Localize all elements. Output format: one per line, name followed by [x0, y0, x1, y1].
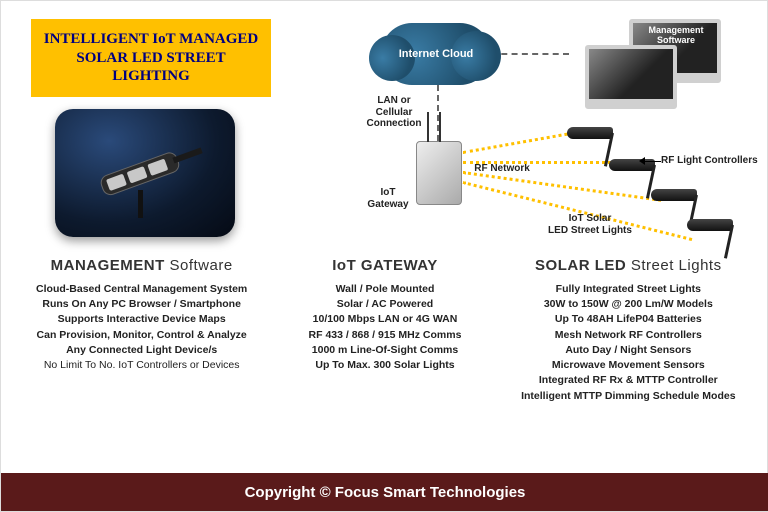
title-banner: INTELLIGENT IoT MANAGED SOLAR LED STREET…	[31, 19, 271, 97]
streetlight-icon	[567, 127, 625, 147]
streetlight-icon	[609, 159, 667, 179]
rf-line	[463, 131, 580, 154]
feature-list: Wall / Pole MountedSolar / AC Powered10/…	[272, 282, 497, 373]
column-heading: MANAGEMENT Software	[29, 257, 254, 274]
streetlight-icon	[651, 189, 709, 209]
iot-gateway-label: IoT Gateway	[361, 187, 415, 210]
footer: Copyright © Focus Smart Technologies	[1, 473, 768, 511]
feature-list: Fully Integrated Street Lights30W to 150…	[516, 282, 741, 404]
arrow-icon	[643, 161, 661, 162]
feature-columns: MANAGEMENT Software Cloud-Based Central M…	[1, 257, 768, 404]
cloud-label: Internet Cloud	[381, 23, 491, 85]
arrow-head-icon	[639, 157, 645, 165]
iot-gateway-icon	[416, 141, 462, 205]
streetlight-icon	[80, 128, 210, 218]
feature-list: Cloud-Based Central Management SystemRun…	[29, 282, 254, 373]
internet-cloud: Internet Cloud	[381, 23, 491, 85]
feature-column: SOLAR LED Street Lights Fully Integrated …	[516, 257, 741, 404]
lan-label: LAN or Cellular Connection	[359, 95, 429, 130]
column-heading: SOLAR LED Street Lights	[516, 257, 741, 274]
monitors-label: Management Software	[637, 25, 715, 45]
system-diagram: Internet Cloud Management Software LAN o…	[291, 11, 751, 251]
rf-line	[463, 161, 623, 164]
dash-cloud-monitor	[491, 53, 569, 55]
footer-text: Copyright © Focus Smart Technologies	[245, 484, 526, 501]
title-text: INTELLIGENT IoT MANAGED SOLAR LED STREET…	[37, 30, 265, 86]
rf-controllers-label: RF Light Controllers	[661, 155, 768, 167]
product-image	[55, 109, 235, 237]
streetlight-icon	[687, 219, 745, 239]
feature-column: MANAGEMENT Software Cloud-Based Central M…	[29, 257, 254, 404]
streetlights-label: IoT Solar LED Street Lights	[535, 213, 645, 236]
management-monitors: Management Software	[571, 19, 741, 119]
column-heading: IoT GATEWAY	[272, 257, 497, 274]
feature-column: IoT GATEWAY Wall / Pole MountedSolar / AC…	[272, 257, 497, 404]
